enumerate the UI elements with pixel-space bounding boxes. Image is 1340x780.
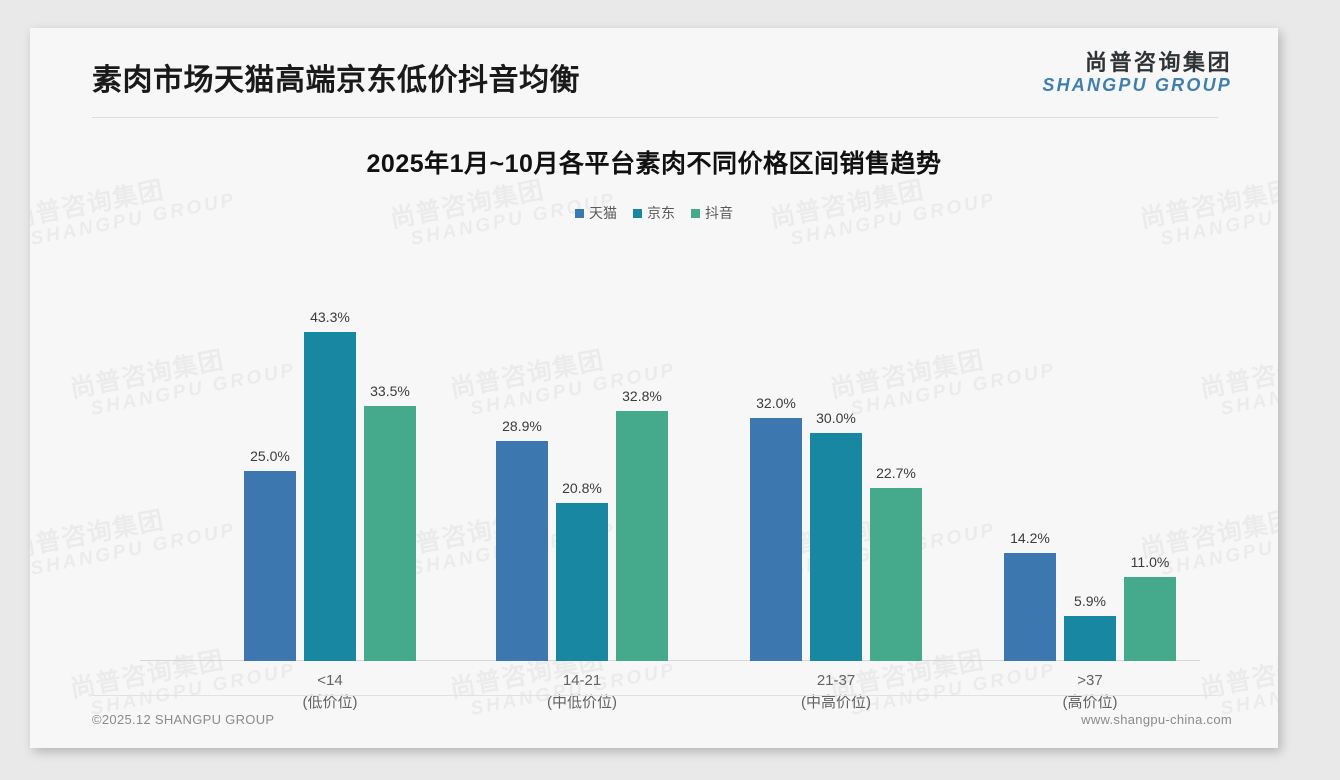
x-axis-tick-14-21: 14-21 (中低价位) xyxy=(482,670,682,714)
legend-swatch-icon xyxy=(691,208,700,218)
header-divider xyxy=(92,117,1218,118)
x-tick-sublabel: (低价位) xyxy=(302,693,358,711)
legend-label: 京东 xyxy=(647,205,675,221)
bar-value-label: 43.3% xyxy=(310,308,350,325)
x-tick-sublabel: (高价位) xyxy=(1062,693,1118,711)
bar-抖音-14-21[interactable] xyxy=(616,411,668,661)
x-tick-label: 14-21 xyxy=(562,672,602,689)
chart-plot-area: 25.0% 43.3% 33.5% <14 (低价位) 28.9% 20.8% 32.8% 14… xyxy=(140,226,1200,711)
bar-slot: 25.0% xyxy=(244,226,296,661)
bar-value-label: 11.0% xyxy=(1130,554,1170,571)
bar-value-label: 32.8% xyxy=(622,388,662,405)
bar-京东-14-21[interactable] xyxy=(556,502,608,661)
bar-group-14-21: 28.9% 20.8% 32.8% xyxy=(492,226,672,661)
bar-slot: 32.0% xyxy=(750,226,802,661)
x-tick-label: 21-37 xyxy=(816,672,856,689)
bar-slot: 20.8% xyxy=(556,226,608,661)
legend-swatch-icon xyxy=(575,208,584,218)
bar-天猫-14-21[interactable] xyxy=(496,441,548,661)
bar-value-label: 5.9% xyxy=(1074,593,1106,610)
bar-抖音->37[interactable] xyxy=(1124,577,1176,661)
legend-item-抖音[interactable]: 抖音 xyxy=(691,203,733,223)
brand-logo: 尚普咨询集团 SHANGPU GROUP xyxy=(1042,50,1232,96)
x-tick-sublabel: (中低价位) xyxy=(547,693,617,711)
bar-slot: 43.3% xyxy=(304,226,356,661)
bar-value-label: 28.9% xyxy=(502,418,542,435)
legend-label: 天猫 xyxy=(589,205,617,221)
bar-value-label: 33.5% xyxy=(370,383,410,400)
legend-item-天猫[interactable]: 天猫 xyxy=(575,203,617,223)
bar-value-label: 32.0% xyxy=(756,394,796,411)
bar-group-21-37: 32.0% 30.0% 22.7% xyxy=(746,226,926,661)
x-axis-tick-<14: <14 (低价位) xyxy=(230,670,430,714)
bar-value-label: 25.0% xyxy=(250,447,290,464)
bar-slot: 32.8% xyxy=(616,226,668,661)
bar-slot: 28.9% xyxy=(496,226,548,661)
bar-slot: 22.7% xyxy=(870,226,922,661)
bar-天猫-21-37[interactable] xyxy=(750,417,802,661)
x-axis-tick-21-37: 21-37 (中高价位) xyxy=(736,670,936,714)
bar-slot: 14.2% xyxy=(1004,226,1056,661)
x-axis-line xyxy=(140,660,1200,661)
x-tick-label: <14 xyxy=(317,672,343,689)
legend-item-京东[interactable]: 京东 xyxy=(633,203,675,223)
footer-divider xyxy=(92,695,1218,696)
chart-container: 2025年1月~10月各平台素肉不同价格区间销售趋势 天猫 京东 抖音 25.0% 4… xyxy=(30,118,1278,711)
bar-天猫-<14[interactable] xyxy=(244,470,296,661)
slide-header: 素肉市场天猫高端京东低价抖音均衡 尚普咨询集团 SHANGPU GROUP xyxy=(30,28,1278,118)
x-axis-tick->37: >37 (高价位) xyxy=(990,670,1190,714)
chart-title: 2025年1月~10月各平台素肉不同价格区间销售趋势 xyxy=(366,150,942,178)
bar-抖音-21-37[interactable] xyxy=(870,488,922,661)
bar-group-<14: 25.0% 43.3% 33.5% xyxy=(240,226,420,661)
bar-value-label: 22.7% xyxy=(876,465,916,482)
x-tick-label: >37 xyxy=(1077,672,1103,689)
bar-京东-<14[interactable] xyxy=(304,331,356,661)
bar-value-label: 30.0% xyxy=(816,409,856,426)
bar-京东->37[interactable] xyxy=(1064,616,1116,661)
bar-slot: 5.9% xyxy=(1064,226,1116,661)
logo-english-text: SHANGPU GROUP xyxy=(1042,75,1232,96)
chart-legend: 天猫 京东 抖音 xyxy=(30,203,1278,223)
bar-抖音-<14[interactable] xyxy=(364,406,416,661)
slide-footer: ©2025.12 SHANGPU GROUP www.shangpu-china… xyxy=(30,696,1278,748)
bar-slot: 30.0% xyxy=(810,226,862,661)
bar-slot: 33.5% xyxy=(364,226,416,661)
bar-slot: 11.0% xyxy=(1124,226,1176,661)
legend-label: 抖音 xyxy=(705,205,733,221)
bar-group->37: 14.2% 5.9% 11.0% xyxy=(1000,226,1180,661)
bar-天猫->37[interactable] xyxy=(1004,552,1056,661)
bar-京东-21-37[interactable] xyxy=(810,432,862,661)
x-tick-sublabel: (中高价位) xyxy=(801,693,871,711)
legend-swatch-icon xyxy=(633,208,642,218)
bar-value-label: 20.8% xyxy=(562,479,602,496)
page-title: 素肉市场天猫高端京东低价抖音均衡 xyxy=(92,64,580,97)
logo-chinese-text: 尚普咨询集团 xyxy=(1084,50,1232,75)
bar-value-label: 14.2% xyxy=(1010,529,1050,546)
footer-copyright: ©2025.12 SHANGPU GROUP xyxy=(92,712,275,727)
footer-website: www.shangpu-china.com xyxy=(1081,712,1232,727)
